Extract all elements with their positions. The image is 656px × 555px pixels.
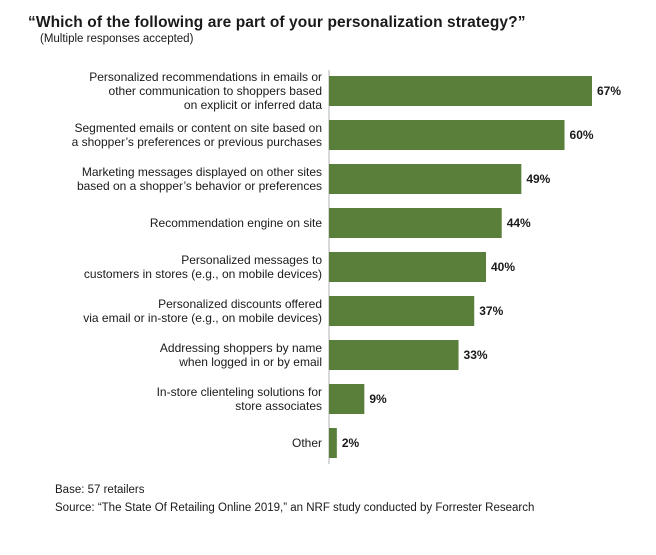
bar-5	[329, 296, 475, 326]
category-label-3: Recommendation engine on site	[150, 216, 322, 230]
value-label-0: 67%	[597, 84, 621, 98]
value-label-8: 2%	[342, 436, 360, 450]
category-label-6: Addressing shoppers by name when logged i…	[160, 341, 322, 369]
bar-2	[329, 164, 522, 194]
category-label-5: Personalized discounts offered via email …	[83, 297, 322, 325]
value-label-2: 49%	[526, 172, 550, 186]
bar-0	[329, 76, 592, 106]
source-note: Source: “The State Of Retailing Online 2…	[55, 502, 535, 514]
value-label-3: 44%	[507, 216, 531, 230]
base-note: Base: 57 retailers	[55, 484, 145, 496]
value-label-4: 40%	[491, 260, 515, 274]
bar-chart: 67% Personalized recommendations in email…	[72, 70, 621, 464]
value-label-7: 9%	[369, 392, 387, 406]
category-label-7: In-store clienteling solutions for store …	[157, 385, 322, 413]
category-label-4: Personalized messages to customers in sto…	[84, 253, 322, 281]
value-label-6: 33%	[464, 348, 488, 362]
value-label-1: 60%	[570, 128, 594, 142]
category-label-1: Segmented emails or content on site base…	[72, 121, 322, 149]
chart-title: “Which of the following are part of your…	[28, 14, 526, 31]
bar-7	[329, 384, 365, 414]
bar-1	[329, 120, 565, 150]
bar-4	[329, 252, 487, 282]
category-label-2: Marketing messages displayed on other si…	[77, 165, 322, 193]
value-label-5: 37%	[479, 304, 503, 318]
bar-3	[329, 208, 502, 238]
category-label-0: Personalized recommendations in emails o…	[89, 70, 322, 112]
category-label-8: Other	[292, 436, 322, 450]
chart-subtitle: (Multiple responses accepted)	[40, 33, 194, 45]
bar-8	[329, 428, 337, 458]
bar-6	[329, 340, 459, 370]
